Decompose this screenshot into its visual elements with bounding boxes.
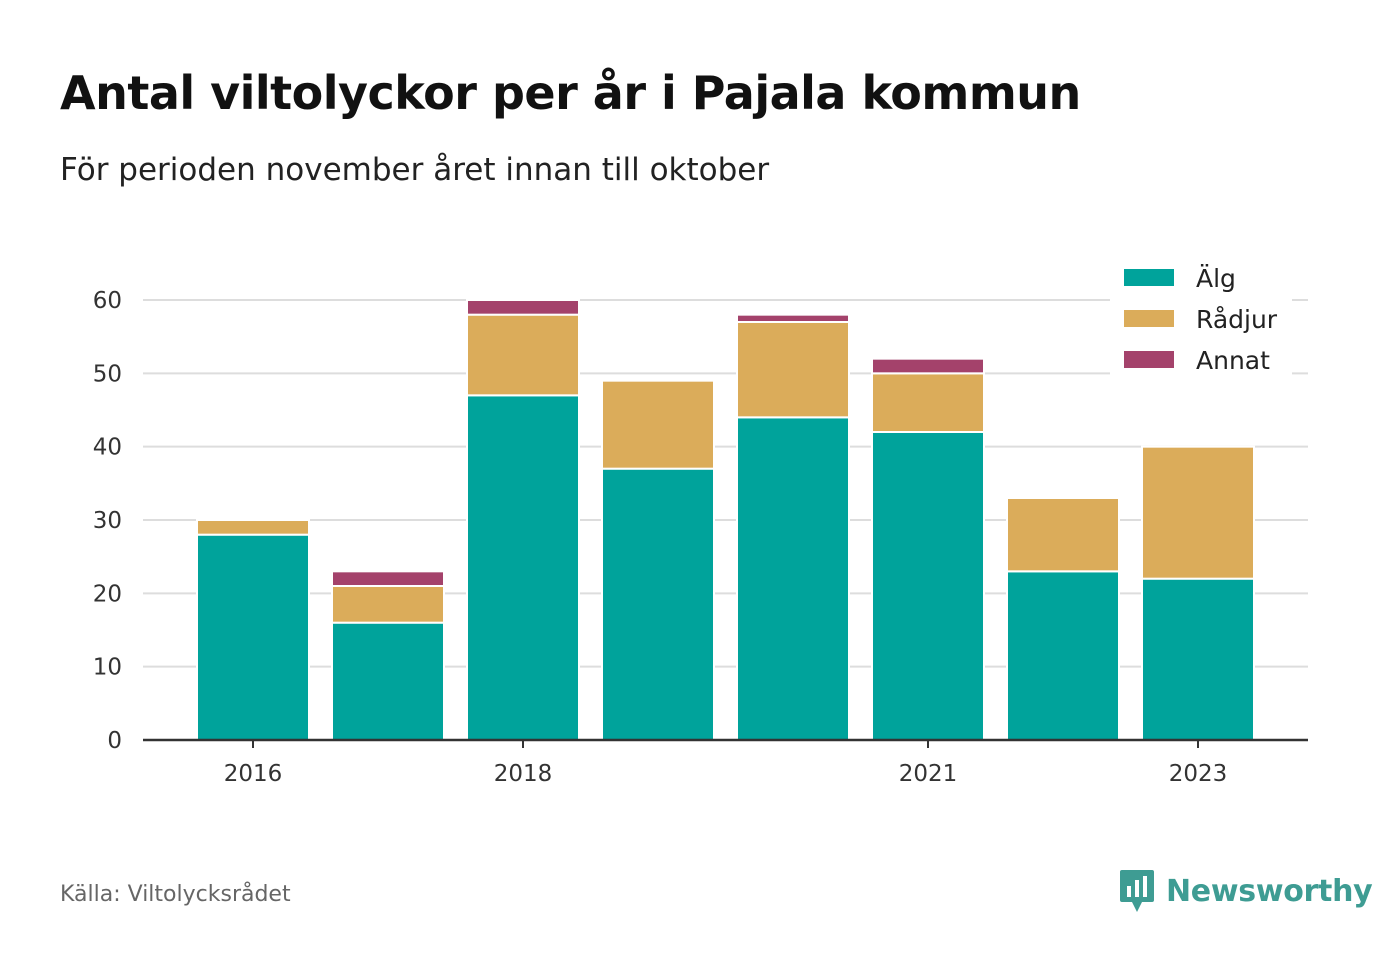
- legend: Älg Rådjur Annat: [1110, 256, 1292, 378]
- legend-label: Annat: [1196, 346, 1270, 375]
- y-tick-label: 50: [93, 361, 122, 387]
- bar-segment-2017-s1: [331, 585, 445, 624]
- x-tick-label: 2018: [494, 761, 553, 787]
- legend-label: Rådjur: [1196, 305, 1278, 334]
- bar-segment-2022-s0: [1006, 570, 1120, 741]
- brand-name: Newsworthy: [1166, 873, 1373, 909]
- bar-segment-2018-s2: [466, 299, 580, 316]
- brand-logo[interactable]: Newsworthy: [1118, 868, 1373, 914]
- legend-swatch: [1124, 310, 1174, 327]
- chart-title: Antal viltolyckor per år i Pajala kommun: [60, 66, 1081, 120]
- source-note: Källa: Viltolycksrådet: [60, 882, 291, 907]
- legend-label: Älg: [1196, 264, 1236, 293]
- bar-segment-2016-s0: [196, 533, 310, 742]
- bar-segment-2017-s2: [331, 570, 445, 587]
- bar-segment-2016-s1: [196, 519, 310, 536]
- bars: [196, 299, 1255, 742]
- bar-segment-2020-s1: [736, 321, 850, 419]
- y-tick-label: 60: [93, 288, 122, 314]
- legend-swatch: [1124, 351, 1174, 368]
- y-tick-label: 20: [93, 581, 122, 607]
- newsworthy-logo-icon: [1120, 870, 1154, 912]
- x-tick-label: 2021: [899, 761, 958, 787]
- x-tick-label: 2023: [1169, 761, 1228, 787]
- bar-segment-2020-s2: [736, 313, 850, 323]
- legend-swatch: [1124, 269, 1174, 286]
- y-tick-label: 40: [93, 435, 122, 461]
- bar-segment-2021-s2: [871, 357, 985, 375]
- bar-segment-2020-s0: [736, 416, 850, 741]
- bar-segment-2023-s1: [1141, 445, 1255, 580]
- bar-segment-2021-s0: [871, 431, 985, 741]
- y-tick-label: 0: [107, 728, 122, 754]
- bar-segment-2018-s0: [466, 394, 580, 741]
- axes: 0 10 20 30 40 50 60 2016 2018 2021 2023: [93, 288, 1308, 787]
- x-tick-label: 2016: [224, 761, 283, 787]
- bar-segment-2022-s1: [1006, 497, 1120, 573]
- bar-segment-2023-s0: [1141, 577, 1255, 742]
- y-tick-label: 30: [93, 508, 122, 534]
- y-tick-label: 10: [93, 655, 122, 681]
- bar-segment-2018-s1: [466, 313, 580, 397]
- bar-segment-2019-s1: [601, 379, 715, 470]
- bar-segment-2019-s0: [601, 467, 715, 741]
- chart-subtitle: För perioden november året innan till ok…: [60, 152, 770, 188]
- bar-segment-2017-s0: [331, 621, 445, 742]
- bar-segment-2021-s1: [871, 372, 985, 434]
